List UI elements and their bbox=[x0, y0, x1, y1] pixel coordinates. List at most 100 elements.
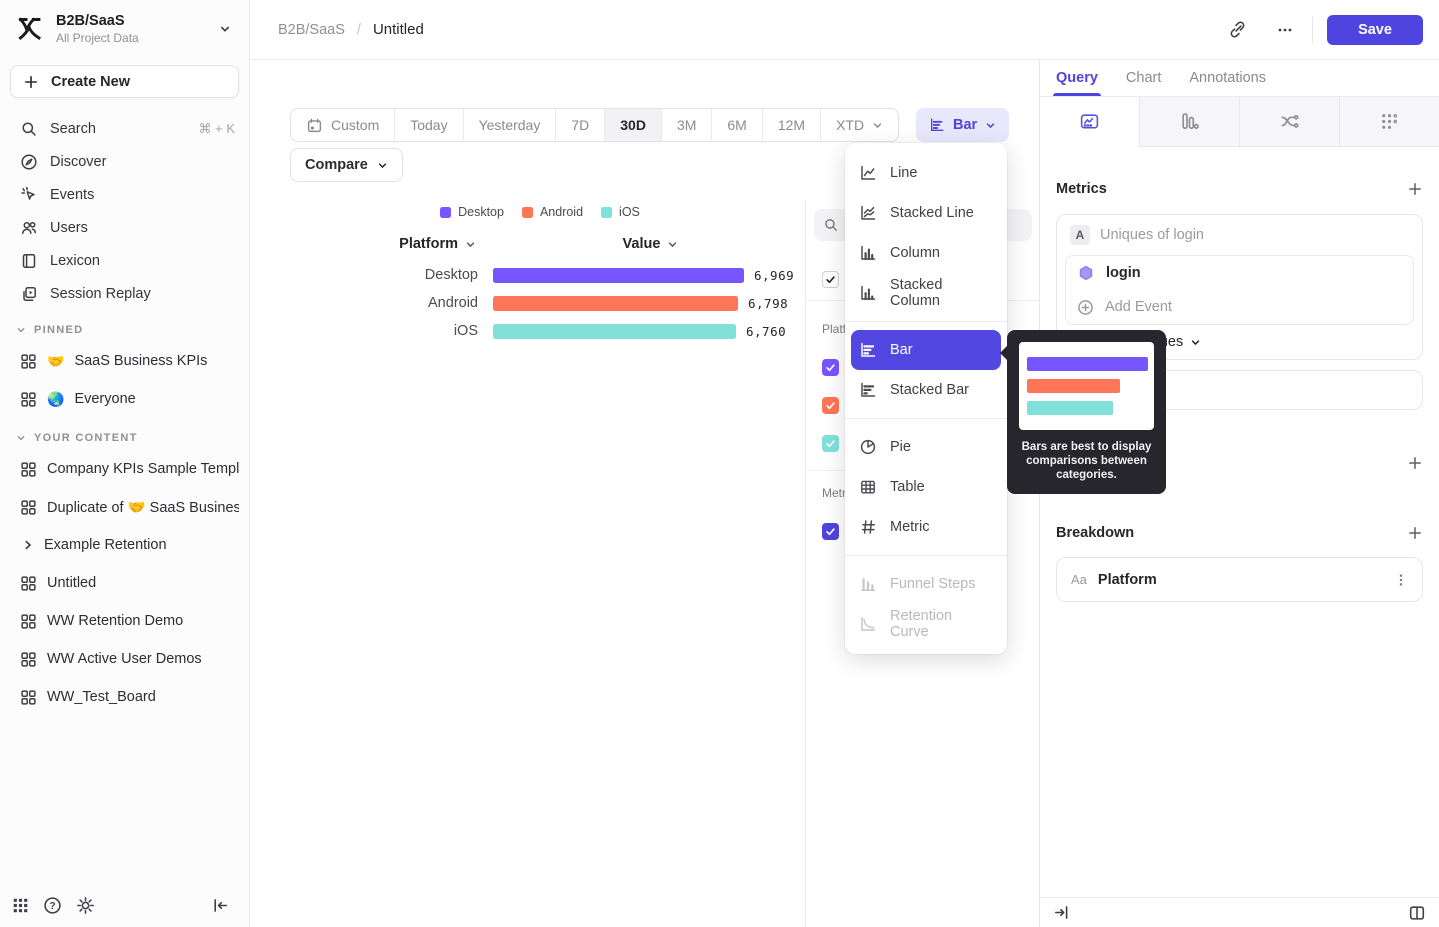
sidebar-item-duplicate-saas-business[interactable]: Duplicate of 🤝 SaaS Business bbox=[0, 488, 249, 526]
select-all-checkbox[interactable] bbox=[822, 271, 839, 288]
sidebar-item-untitled[interactable]: Untitled bbox=[0, 564, 249, 602]
metrics-section-header: Metrics bbox=[1056, 181, 1423, 197]
add-filter-icon[interactable] bbox=[1407, 455, 1423, 471]
menu-item-funnel-steps: Funnel Steps bbox=[845, 564, 1007, 604]
tab-annotations[interactable]: Annotations bbox=[1189, 70, 1266, 86]
breakdown-card-platform[interactable]: Aa Platform bbox=[1056, 557, 1423, 602]
date-range-3m[interactable]: 3M bbox=[660, 109, 711, 141]
sidebar-item-everyone[interactable]: 🌏 Everyone bbox=[0, 380, 249, 418]
project-switcher[interactable]: B2B/SaaS All Project Data bbox=[0, 0, 249, 55]
menu-item-stacked-line[interactable]: Stacked Line bbox=[845, 193, 1007, 233]
sidebar-item-ww-retention-demo[interactable]: WW Retention Demo bbox=[0, 602, 249, 640]
date-range-30d[interactable]: 30D bbox=[604, 109, 661, 141]
bar-ios[interactable] bbox=[493, 323, 736, 339]
collapse-sidebar-icon[interactable] bbox=[212, 897, 229, 914]
users-icon bbox=[20, 219, 38, 237]
sidebar-item-ww-active-user-demos[interactable]: WW Active User Demos bbox=[0, 640, 249, 678]
sidebar-item-search[interactable]: Search ⌘ + K bbox=[0, 112, 249, 145]
legend-item-ios[interactable]: iOS bbox=[601, 205, 640, 219]
project-name: B2B/SaaS bbox=[56, 13, 125, 29]
series-checkbox-metric[interactable] bbox=[822, 523, 839, 540]
tab-query[interactable]: Query bbox=[1053, 60, 1101, 96]
your-content-section-header[interactable]: YOUR CONTENT bbox=[0, 418, 249, 450]
column-header-platform[interactable]: Platform bbox=[290, 236, 478, 252]
legend-item-android[interactable]: Android bbox=[521, 205, 583, 219]
chevron-down-icon bbox=[377, 160, 388, 171]
event-row-login[interactable]: login bbox=[1066, 256, 1413, 290]
series-checkbox-android[interactable] bbox=[822, 397, 839, 414]
help-icon[interactable]: ? bbox=[43, 896, 62, 915]
compare-button[interactable]: Compare bbox=[290, 148, 403, 182]
divider bbox=[845, 418, 1007, 419]
chevron-down-icon bbox=[985, 120, 996, 131]
more-options-icon[interactable] bbox=[1268, 13, 1302, 47]
menu-item-pie[interactable]: Pie bbox=[845, 427, 1007, 467]
sidebar-item-discover[interactable]: Discover bbox=[0, 145, 249, 178]
expand-panel-icon[interactable] bbox=[1053, 904, 1070, 921]
copy-link-icon[interactable] bbox=[1220, 13, 1254, 47]
chevron-down-icon bbox=[16, 325, 26, 335]
divider bbox=[845, 321, 1007, 322]
date-range-today[interactable]: Today bbox=[394, 109, 462, 141]
sidebar-item-saas-business-kpis[interactable]: 🤝 SaaS Business KPIs bbox=[0, 342, 249, 380]
menu-item-line[interactable]: Line bbox=[845, 153, 1007, 193]
menu-item-bar[interactable]: Bar bbox=[851, 330, 1001, 370]
date-range-12m[interactable]: 12M bbox=[761, 109, 820, 141]
kebab-menu-icon[interactable] bbox=[1394, 573, 1408, 587]
series-checkbox-ios[interactable] bbox=[822, 435, 839, 452]
row-label: Desktop bbox=[424, 267, 478, 283]
sidebar-item-ww-test-board[interactable]: WW_Test_Board bbox=[0, 678, 249, 716]
chart-type-dropdown-button[interactable]: Bar bbox=[916, 108, 1010, 142]
chevron-down-icon bbox=[872, 120, 883, 131]
apps-grid-icon[interactable] bbox=[12, 897, 29, 914]
metric-name[interactable]: Uniques of login bbox=[1100, 227, 1204, 243]
legend-swatch bbox=[601, 206, 613, 218]
session-replay-icon bbox=[20, 285, 38, 303]
project-subtitle: All Project Data bbox=[56, 31, 139, 45]
menu-item-table[interactable]: Table bbox=[845, 467, 1007, 507]
series-checkbox-desktop[interactable] bbox=[822, 359, 839, 376]
retention-curve-icon bbox=[859, 615, 877, 633]
legend-item-desktop[interactable]: Desktop bbox=[440, 205, 504, 219]
tab-flows[interactable] bbox=[1239, 97, 1339, 147]
tab-retention[interactable] bbox=[1339, 97, 1439, 147]
add-event-row[interactable]: Add Event bbox=[1066, 290, 1413, 324]
create-new-button[interactable]: Create New bbox=[10, 65, 239, 98]
menu-item-metric[interactable]: Metric bbox=[845, 507, 1007, 547]
tab-funnels[interactable] bbox=[1139, 97, 1239, 147]
add-metric-icon[interactable] bbox=[1407, 181, 1423, 197]
pinned-section-header[interactable]: PINNED bbox=[0, 310, 249, 342]
sidebar-item-events[interactable]: Events bbox=[0, 178, 249, 211]
sidebar-item-session-replay[interactable]: Session Replay bbox=[0, 277, 249, 310]
breadcrumb-project[interactable]: B2B/SaaS bbox=[278, 21, 345, 38]
date-range-yesterday[interactable]: Yesterday bbox=[462, 109, 556, 141]
menu-item-stacked-column[interactable]: Stacked Column bbox=[845, 273, 1007, 313]
sidebar-item-example-retention[interactable]: Example Retention bbox=[0, 526, 249, 564]
sidebar-item-lexicon[interactable]: Lexicon bbox=[0, 244, 249, 277]
tab-insights[interactable] bbox=[1040, 97, 1139, 147]
menu-item-column[interactable]: Column bbox=[845, 233, 1007, 273]
date-range-xtd[interactable]: XTD bbox=[820, 109, 898, 141]
bar-value: 6,760 bbox=[746, 323, 787, 339]
chart-row: Android 6,798 bbox=[290, 295, 788, 311]
search-shortcut: ⌘ + K bbox=[198, 120, 236, 136]
save-button[interactable]: Save bbox=[1327, 14, 1423, 45]
tab-chart[interactable]: Chart bbox=[1125, 70, 1162, 86]
metric-hash-icon bbox=[859, 518, 877, 536]
sidebar-item-users[interactable]: Users bbox=[0, 211, 249, 244]
breadcrumb-page-title[interactable]: Untitled bbox=[372, 21, 424, 38]
bar-android[interactable] bbox=[493, 295, 738, 311]
sort-chevron-icon bbox=[667, 239, 678, 250]
date-range-custom[interactable]: Custom bbox=[291, 109, 394, 141]
sidebar-item-company-kpis[interactable]: Company KPIs Sample Templat bbox=[0, 450, 249, 488]
date-range-control: Custom Today Yesterday 7D 30D 3M 6M 12M … bbox=[290, 108, 900, 142]
date-range-7d[interactable]: 7D bbox=[555, 109, 604, 141]
bar-desktop[interactable] bbox=[493, 267, 744, 283]
add-breakdown-icon[interactable] bbox=[1407, 525, 1423, 541]
bar-chart-icon bbox=[929, 117, 945, 133]
date-range-6m[interactable]: 6M bbox=[711, 109, 761, 141]
split-view-icon[interactable] bbox=[1408, 904, 1426, 922]
column-header-value[interactable]: Value bbox=[493, 236, 808, 252]
settings-gear-icon[interactable] bbox=[76, 896, 95, 915]
menu-item-stacked-bar[interactable]: Stacked Bar bbox=[845, 370, 1007, 410]
